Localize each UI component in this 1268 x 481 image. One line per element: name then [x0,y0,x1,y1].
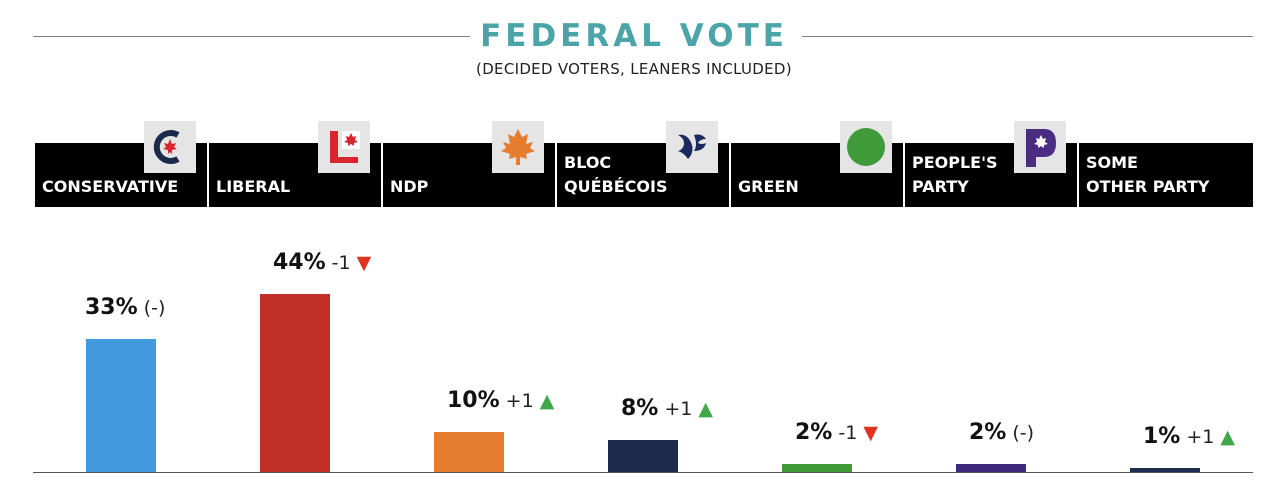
bar-value-4: 8% [621,395,659,421]
header-label-other: SOME OTHER PARTY [1086,153,1210,196]
bar-6 [956,463,1026,472]
header-bloc: BLOC QUÉBÉCOIS [557,121,729,207]
header-ndp: NDP [383,121,555,207]
chart-title: FEDERAL VOTE [480,18,788,54]
bar-value-7: 1% [1143,423,1181,449]
title-rule-left [33,36,470,37]
down-arrow-icon: ▼ [863,421,878,444]
liberal-logo-icon [318,121,370,173]
down-arrow-icon: ▼ [356,252,372,274]
header-liberal: LIBERAL [209,121,381,207]
up-arrow-icon: ▲ [539,389,555,412]
bar-value-3: 10% [447,387,500,413]
bar-value-label-1: 33% (-) [85,295,165,320]
bar-value-6: 2% [969,419,1007,445]
bar-value-5: 2% [795,419,833,445]
bar-value-label-6: 2% (-) [969,420,1034,445]
header-label-liberal: LIBERAL [216,177,291,196]
green-party-circle-icon [840,121,892,173]
bar-change-3: +1 [505,389,534,412]
header-conservative: CONSERVATIVE [35,121,207,207]
bar-value-label-3: 10% +1 ▲ [447,388,554,413]
header-label-bloc: BLOC QUÉBÉCOIS [564,153,668,196]
bloc-quebecois-logo-icon [666,121,718,173]
bar-2 [260,294,330,472]
bar-value-1: 33% [85,294,138,320]
header-other: SOME OTHER PARTY [1079,143,1253,207]
bar-value-label-2: 44% -1 ▼ [273,250,371,275]
up-arrow-icon: ▲ [1220,425,1235,448]
bar-change-5: -1 [838,421,858,444]
bar-3 [434,431,504,472]
bar-change-7: +1 [1186,425,1215,448]
header-label-green: GREEN [738,177,799,196]
bar-change-6: (-) [1012,421,1035,444]
header-label-peoples: PEOPLE'S PARTY [912,153,998,196]
ndp-maple-leaf-icon [492,121,544,173]
bar-5 [782,463,852,472]
chart-subtitle: (DECIDED VOTERS, LEANERS INCLUDED) [476,60,792,78]
bar-7 [1130,467,1200,472]
title-rule-right [802,36,1253,37]
bar-change-2: -1 [331,252,351,274]
up-arrow-icon: ▲ [698,397,713,420]
bar-change-1: (-) [143,296,166,319]
peoples-party-logo-icon [1014,121,1066,173]
bar-4 [608,439,678,472]
bar-value-label-4: 8% +1 ▲ [621,396,713,421]
bar-value-2: 44% [273,250,326,275]
header-label-ndp: NDP [390,177,429,196]
bar-change-4: +1 [664,397,693,420]
header-peoples: PEOPLE'S PARTY [905,121,1077,207]
chart-baseline [33,472,1253,473]
bar-1 [86,338,156,472]
header-label-conservative: CONSERVATIVE [42,177,179,196]
header-green: GREEN [731,121,903,207]
bar-value-label-5: 2% -1 ▼ [795,420,878,445]
bar-value-label-7: 1% +1 ▲ [1143,424,1235,449]
conservative-logo-icon [144,121,196,173]
